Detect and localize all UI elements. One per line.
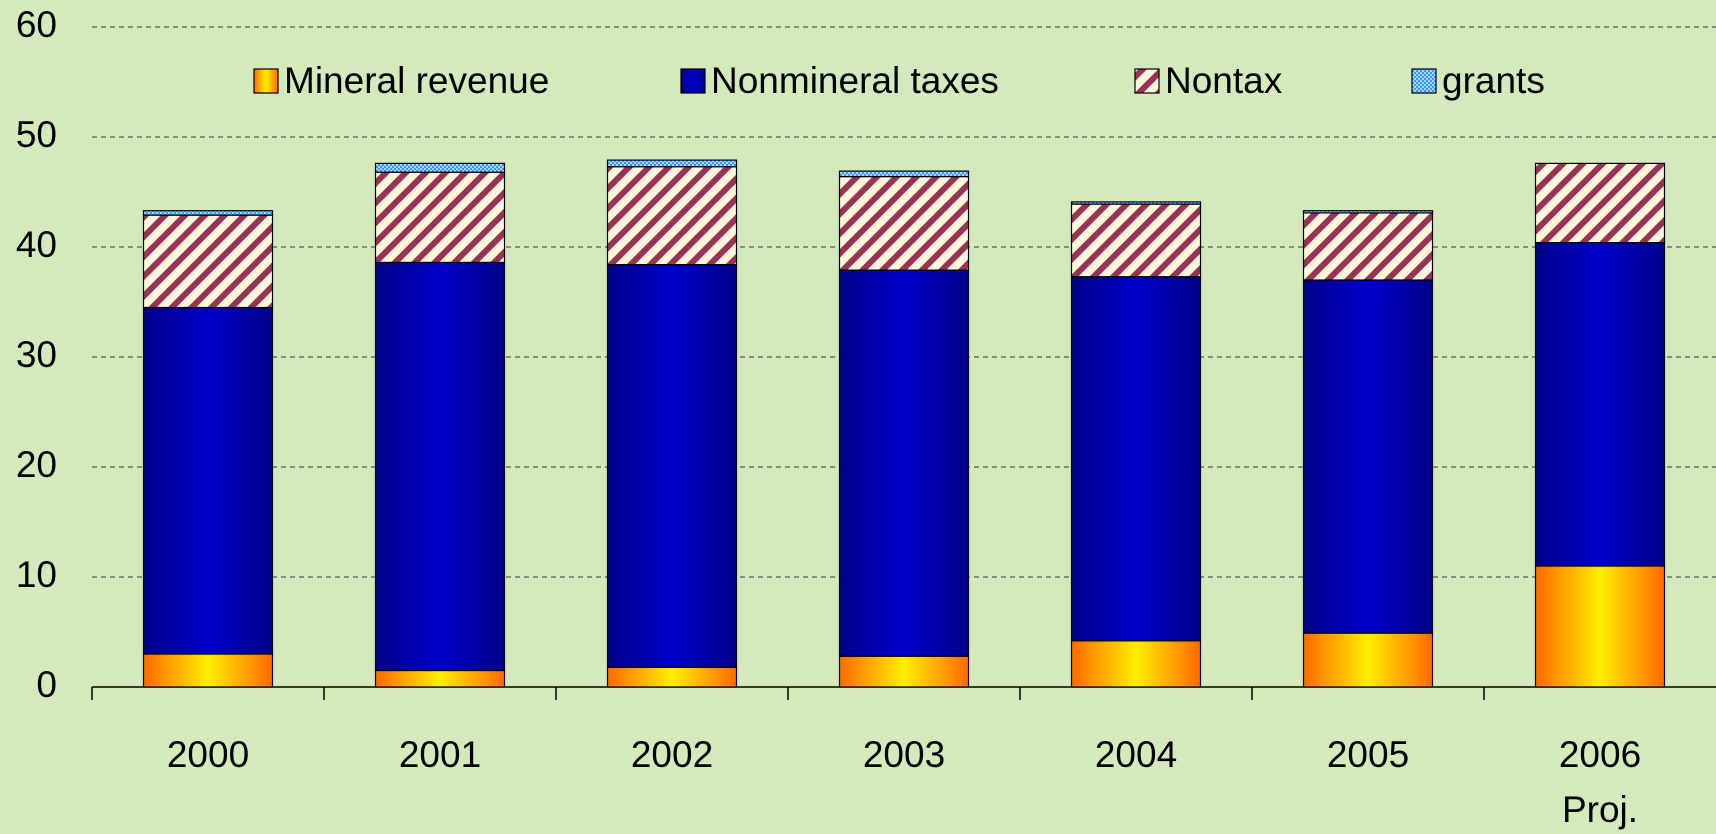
x-tick-label: 2003 [863, 734, 945, 775]
bar-segment [838, 176, 970, 271]
bar-segment [1534, 565, 1666, 688]
bar-segment [1302, 279, 1434, 634]
y-tick-label: 60 [16, 4, 57, 45]
bar-segment [1302, 210, 1434, 214]
bar-segment [142, 214, 274, 309]
x-tick-label: 2005 [1327, 734, 1409, 775]
y-tick-label: 0 [36, 664, 57, 705]
bar-segment [1534, 242, 1666, 567]
bar-segment [606, 666, 738, 688]
legend-swatch [1134, 68, 1160, 94]
bar-segment [1070, 203, 1202, 278]
bar-segment [1070, 201, 1202, 205]
x-tick-label: 2006 [1559, 734, 1641, 775]
legend-label: Nontax [1165, 60, 1283, 101]
legend-swatch [253, 68, 279, 94]
legend-swatch [1411, 68, 1437, 94]
bar-segment [838, 170, 970, 178]
bar-segment [606, 159, 738, 168]
bar-segment [1070, 640, 1202, 688]
bar-segment [374, 669, 506, 688]
bar-segment [142, 210, 274, 216]
legend-swatch [680, 68, 706, 94]
bar-segment [606, 166, 738, 266]
bar-segment [838, 269, 970, 657]
bar-segment [1302, 212, 1434, 281]
x-tick-label: 2000 [167, 734, 249, 775]
x-tick-label: 2001 [399, 734, 481, 775]
legend-label: Nonmineral taxes [711, 60, 999, 101]
x-tick-label: 2004 [1095, 734, 1177, 775]
bar-segment [374, 171, 506, 263]
bar-segment [838, 655, 970, 688]
bar-segment [1302, 632, 1434, 688]
y-tick-label: 20 [16, 444, 57, 485]
x-tick-label: 2002 [631, 734, 713, 775]
bar-segment [1070, 276, 1202, 642]
bar-segment [374, 261, 506, 672]
bar-segment [142, 653, 274, 688]
bar-segment [1534, 162, 1666, 244]
legend-label: grants [1442, 60, 1545, 101]
bar-segment [374, 162, 506, 173]
y-tick-label: 10 [16, 554, 57, 595]
y-tick-label: 50 [16, 114, 57, 155]
y-tick-label: 30 [16, 334, 57, 375]
legend-label: Mineral revenue [284, 60, 549, 101]
bar-segment [142, 306, 274, 655]
annotation: Proj. [1562, 789, 1638, 830]
y-tick-label: 40 [16, 224, 57, 265]
bar-segment [606, 264, 738, 668]
